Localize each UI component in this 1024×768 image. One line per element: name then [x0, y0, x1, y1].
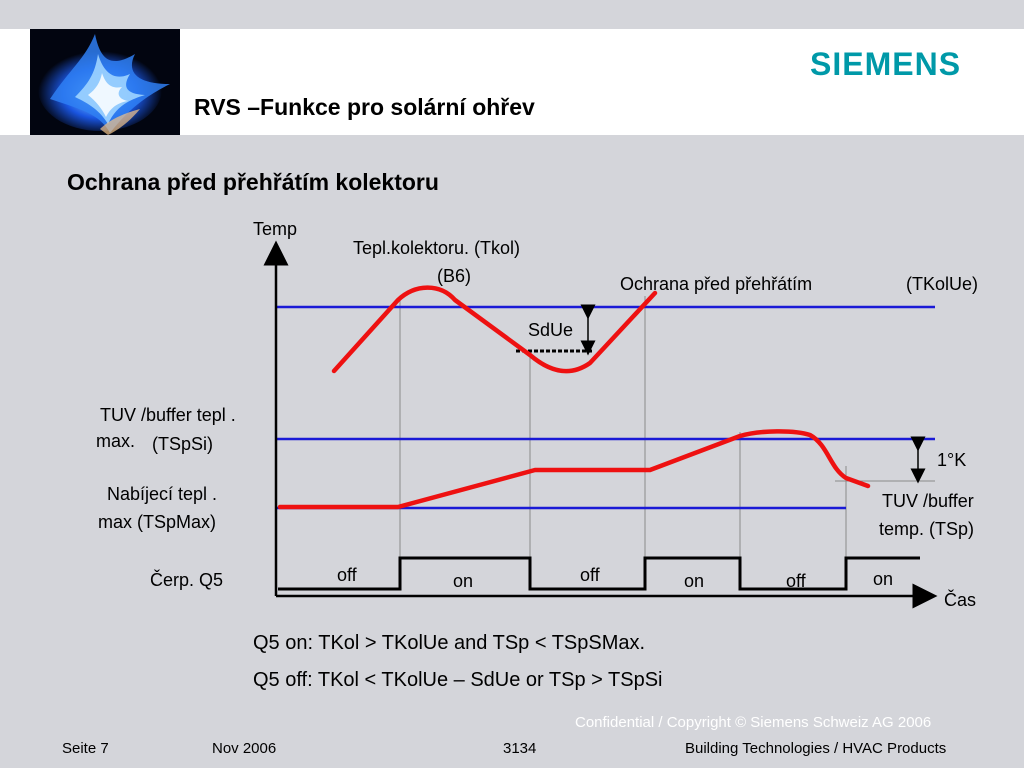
pump-state-label: off: [786, 571, 807, 591]
slide-title: RVS –Funkce pro solární ohřev: [194, 94, 535, 120]
delta-label: 1°K: [937, 450, 966, 470]
rule-q5-off: Q5 off: TKol < TKolUe – SdUe or TSp > TS…: [253, 669, 663, 691]
tspmax-label: Nabíjecí tepl .: [107, 484, 217, 504]
tspsi-label-max: max.: [96, 431, 135, 451]
blue-flame-icon: [30, 29, 180, 135]
confidential-notice: Confidential / Copyright © Siemens Schwe…: [575, 714, 932, 731]
collector-sensor-label: (B6): [437, 266, 471, 286]
footer-date: Nov 2006: [212, 740, 277, 757]
footer-doc-number: 3134: [503, 740, 537, 757]
rule-q5-on: Q5 on: TKol > TKolUe and TSp < TSpSMax.: [253, 632, 646, 654]
overheat-label: Ochrana před přehřátím: [620, 274, 812, 294]
tsp-label: TUV /buffer: [882, 491, 974, 511]
sdue-label: SdUe: [528, 320, 573, 340]
pump-state-label: off: [580, 565, 601, 585]
collector-temp-curve: [331, 285, 658, 374]
storage-temp-curve: [277, 429, 871, 510]
slide-subtitle: Ochrana před přehřátím kolektoru: [67, 169, 439, 195]
time-guides: [399, 296, 935, 557]
pump-state-label: off: [337, 565, 358, 585]
pump-state-label: on: [453, 571, 473, 591]
footer-page: Seite 7: [62, 740, 109, 757]
collector-label: Tepl.kolektoru. (Tkol): [353, 238, 520, 258]
footer-division: Building Technologies / HVAC Products: [685, 740, 947, 757]
overheat-code-label: (TKolUe): [906, 274, 978, 294]
pump-state-label: on: [684, 571, 704, 591]
pump-label: Čerp. Q5: [150, 569, 223, 590]
pump-state-label: on: [873, 569, 893, 589]
tspsi-label: TUV /buffer tepl .: [100, 405, 236, 425]
x-axis-label: Čas: [944, 589, 976, 610]
siemens-logo: SIEMENS: [810, 46, 962, 82]
tspsi-label-code: (TSpSi): [152, 434, 213, 454]
pump-state-trace: [278, 556, 920, 591]
tspmax-label-code: max (TSpMax): [98, 512, 216, 532]
tsp-label-code: temp. (TSp): [879, 519, 974, 539]
y-axis-label: Temp: [253, 219, 297, 239]
